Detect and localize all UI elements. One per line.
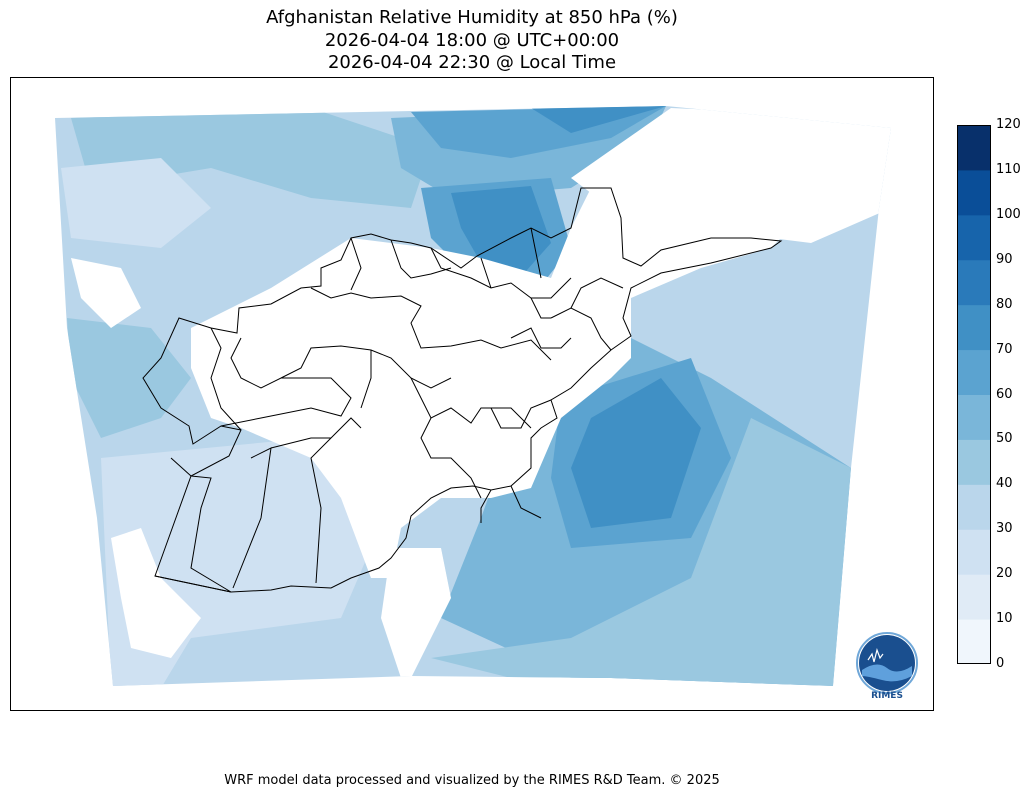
colorbar-segment	[957, 214, 991, 261]
utc-time: 2026-04-04 18:00 @ UTC+00:00	[324, 30, 620, 51]
colorbar-tick-label: 20	[996, 566, 1013, 582]
rh-70-80-east-core	[571, 378, 701, 528]
rh-40-50-southeast	[431, 418, 851, 686]
colorbar-tick-label: 0	[996, 656, 1005, 671]
rh-70-80-north-blob	[451, 186, 551, 288]
rh-40-50-west	[67, 318, 191, 438]
colorbar-tick-label: 110	[996, 161, 1021, 177]
dry-no-data-southwest	[111, 528, 201, 658]
colorbar-tick-label: 70	[996, 341, 1013, 357]
colorbar-segment	[957, 574, 991, 620]
humidity-map	[55, 106, 891, 686]
colorbar-segment	[957, 529, 991, 575]
logo-seismograph-icon	[867, 647, 884, 663]
dry-no-data-west	[71, 258, 141, 328]
colorbar-border	[957, 125, 991, 664]
colorbar-segment	[957, 484, 991, 530]
dry-no-data-region	[191, 188, 781, 578]
colorbar-segment	[957, 349, 991, 395]
map-title: Afghanistan Relative Humidity at 850 hPa…	[266, 7, 678, 28]
colorbar-segment	[957, 304, 991, 351]
colorbar	[957, 125, 991, 664]
country-borders	[142, 187, 783, 593]
colorbar-tick-label: 120	[996, 117, 1021, 132]
colorbar-tick-label: 50	[996, 431, 1013, 447]
colorbar-tick-label: 40	[996, 476, 1013, 492]
logo-globe-icon	[859, 635, 915, 691]
rimes-logo: RIMES	[856, 632, 918, 700]
rh-20-30-northwest	[61, 158, 211, 248]
colorbar-segment	[957, 439, 991, 485]
logo-text: RIMES	[871, 691, 903, 700]
rh-40-50-north	[71, 108, 431, 208]
logo-ring-icon	[856, 632, 918, 694]
rh-70-80-northeast	[531, 106, 666, 133]
colorbar-tick-label: 60	[996, 386, 1013, 402]
footer-credit: WRF model data processed and visualized …	[224, 773, 720, 788]
colorbar-segment	[957, 394, 991, 440]
colorbar-segment	[957, 259, 991, 306]
dry-no-data-south	[381, 548, 451, 678]
map-frame	[10, 77, 934, 711]
colorbar-tick-label: 30	[996, 521, 1013, 537]
colorbar-tick-label: 100	[996, 206, 1021, 222]
colorbar-segment	[957, 169, 991, 216]
colorbar-segment	[957, 125, 991, 171]
colorbar-segment	[957, 619, 991, 664]
colorbar-tick-label: 90	[996, 251, 1013, 267]
colorbar-tick-label: 10	[996, 611, 1013, 627]
colorbar-tick-label: 80	[996, 296, 1013, 312]
local-time: 2026-04-04 22:30 @ Local Time	[327, 52, 617, 73]
dry-no-data-northeast	[571, 108, 891, 243]
logo-wave-icon	[862, 664, 912, 682]
